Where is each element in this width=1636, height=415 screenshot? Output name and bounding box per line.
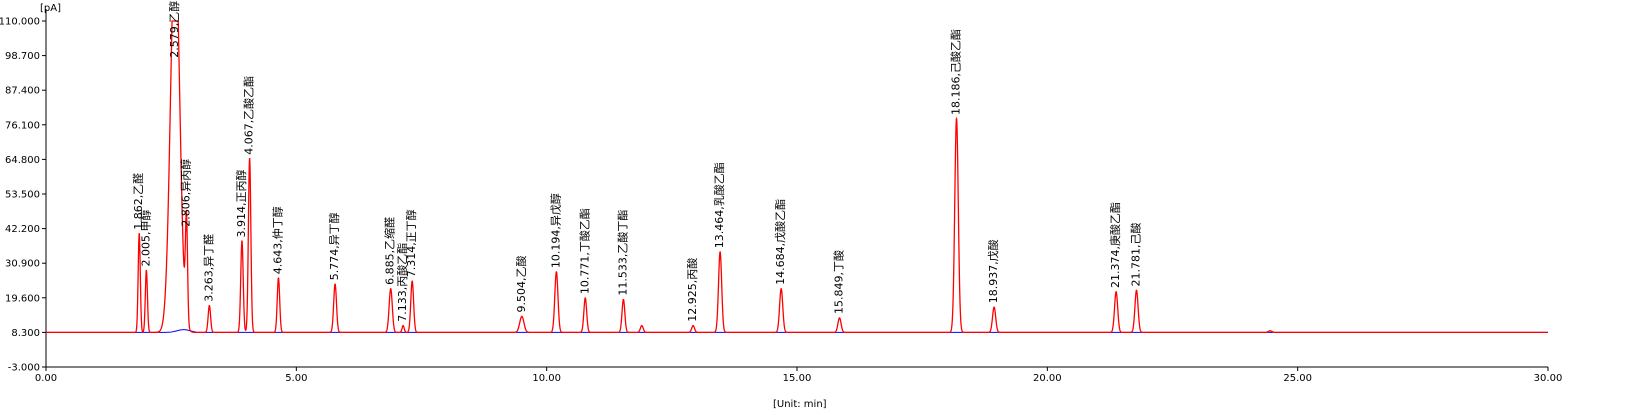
peak-mark [780, 288, 782, 290]
peak-mark [692, 324, 694, 327]
peak-label: 12.925,丙酸 [685, 258, 699, 322]
y-tick-label: 19.600 [5, 293, 40, 304]
peak-mark [719, 251, 721, 253]
peak-mark [248, 157, 251, 160]
y-tick-label: 76.100 [5, 120, 40, 131]
peak-label: 5.774,异丁醇 [327, 212, 341, 280]
peak-mark [208, 304, 211, 307]
peak-mark [185, 229, 188, 232]
peak-mark [622, 298, 625, 301]
peak-label: 7.314,正丁醇 [404, 209, 418, 277]
y-axis-unit-label: [pA] [40, 3, 61, 14]
peak-label: 4.643,仲丁醇 [271, 206, 285, 274]
peak-label: 21.781,己酸 [1129, 223, 1143, 287]
x-axis-unit-label: [Unit: min] [773, 399, 827, 410]
peak-label: 21.374,庚酸乙酯 [1108, 202, 1122, 288]
peak-mark [1135, 289, 1138, 292]
peak-mark [584, 297, 587, 299]
peak-mark [174, 20, 176, 22]
peak-mark [389, 288, 392, 290]
y-tick-label: 87.400 [5, 86, 40, 97]
peak-label: 10.194,异戊醇 [548, 193, 562, 268]
axes-group: -3.000 8.300 19.600 30.900 42.200 53.500 64.80… [0, 9, 1562, 384]
peak-label: 11.533,乙酸丁酯 [615, 210, 629, 296]
y-tick-label: 42.200 [5, 224, 40, 235]
y-tick-label: 8.300 [11, 328, 40, 339]
x-tick-label: 10.00 [532, 373, 561, 384]
peak-mark [277, 277, 280, 280]
peak-mark [145, 269, 148, 272]
peak-mark [521, 315, 523, 318]
peak-label: 4.067,乙酸乙酯 [242, 76, 256, 155]
peak-label: 2.005,甲醇 [138, 210, 152, 267]
y-tick-label: 98.700 [5, 51, 40, 62]
x-tick-label: 20.00 [1033, 373, 1062, 384]
y-tick-label: 64.800 [5, 155, 40, 166]
peak-label: 10.771,丁酸乙酯 [577, 208, 591, 294]
peak-label: 18.937,戊酸 [986, 239, 1000, 303]
peak-label: 1.862,乙醛 [131, 173, 145, 230]
signal-trace [46, 20, 1548, 334]
peak-label: 6.885,乙缩醛 [383, 217, 397, 285]
y-tick-label: 110.000 [0, 17, 40, 28]
y-tick-label: 30.900 [5, 259, 40, 270]
peak-label: 15.849,丁酸 [832, 250, 846, 314]
peak-mark [334, 283, 336, 286]
peak-mark [138, 233, 141, 235]
peak-mark [955, 118, 958, 120]
peak-mark [838, 317, 841, 319]
peak-label: 9.504,乙酸 [514, 256, 528, 313]
peak-mark [411, 280, 413, 283]
peak-label: 18.186,己酸乙酯 [949, 29, 963, 115]
peak-label: 3.263,异丁醛 [201, 234, 215, 302]
peak-mark [241, 240, 243, 243]
peak-label: 2.806,异丙醇 [179, 159, 193, 227]
x-tick-label: 15.00 [783, 373, 812, 384]
x-tick-label: 5.00 [285, 373, 307, 384]
peak-label: 2.579,乙醇 [167, 1, 181, 58]
peak-mark [993, 306, 995, 309]
x-tick-label: 0.00 [35, 373, 57, 384]
peak-label: 7.133,丙酸乙酯 [395, 243, 409, 322]
x-tick-label: 25.00 [1283, 373, 1312, 384]
peak-mark [555, 271, 558, 273]
x-tick-label: 30.00 [1534, 373, 1563, 384]
peak-mark [1115, 291, 1117, 293]
peak-mark [402, 324, 404, 327]
y-tick-label: 53.500 [5, 190, 40, 201]
peak-label: 13.464,乳酸乙酯 [712, 162, 726, 248]
peak-mark [1269, 330, 1271, 332]
traces-group [46, 20, 1548, 334]
peak-label: 14.684,戊酸乙酯 [773, 199, 787, 285]
peak-label: 3.914,正丙醇 [234, 170, 248, 238]
peak-labels-group: 1.862,乙醛2.005,甲醇 2.579,乙醇 2.806,异丙醇 3.263,异… [131, 1, 1142, 322]
peak-mark [640, 324, 643, 327]
y-tick-label: -3.000 [8, 363, 40, 374]
